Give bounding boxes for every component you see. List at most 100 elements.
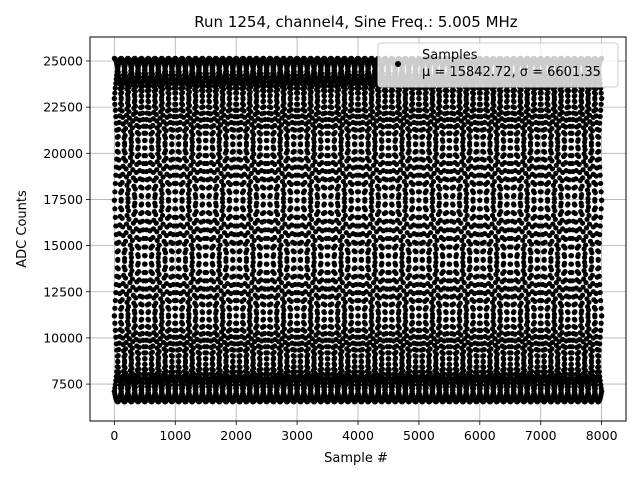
data-point xyxy=(554,251,560,257)
data-point xyxy=(219,311,226,317)
data-point xyxy=(148,356,154,362)
data-point xyxy=(429,204,435,210)
data-point xyxy=(224,368,230,374)
data-point xyxy=(247,89,253,95)
data-point xyxy=(157,225,163,231)
data-point xyxy=(366,125,372,132)
data-point xyxy=(362,95,368,101)
data-point xyxy=(578,310,584,316)
data-point xyxy=(250,147,256,153)
data-point xyxy=(544,100,550,107)
data-point xyxy=(403,319,409,325)
data-point xyxy=(331,350,337,357)
data-point xyxy=(399,251,405,257)
data-point xyxy=(578,303,584,309)
data-point xyxy=(296,76,302,82)
data-point xyxy=(211,372,217,378)
data-point xyxy=(245,119,251,125)
data-point xyxy=(309,225,315,231)
data-point xyxy=(598,107,604,113)
data-point xyxy=(311,139,317,145)
data-point xyxy=(126,84,132,90)
data-point xyxy=(437,88,443,95)
data-point xyxy=(430,89,436,95)
data-point xyxy=(305,133,311,139)
data-point xyxy=(549,125,555,132)
data-point xyxy=(426,140,432,146)
data-point xyxy=(557,111,563,118)
data-point xyxy=(310,233,316,240)
data-point xyxy=(367,112,373,118)
data-point xyxy=(281,319,287,325)
data-point xyxy=(187,84,193,90)
data-point xyxy=(433,139,439,145)
data-point xyxy=(272,372,278,378)
data-point xyxy=(194,83,200,90)
data-point xyxy=(126,225,133,231)
data-point xyxy=(597,114,603,120)
data-point xyxy=(465,333,471,339)
data-point xyxy=(361,100,367,107)
data-point xyxy=(208,344,214,351)
data-point xyxy=(580,332,586,338)
data-point xyxy=(282,174,288,180)
data-point xyxy=(460,254,466,261)
data-point xyxy=(189,139,195,145)
data-point xyxy=(187,225,193,231)
data-point xyxy=(191,111,197,118)
data-point xyxy=(250,251,256,257)
data-point xyxy=(278,233,285,240)
data-point xyxy=(551,100,557,106)
data-point xyxy=(117,106,123,113)
data-point xyxy=(585,199,591,205)
data-point xyxy=(314,99,320,105)
data-point xyxy=(460,263,466,269)
data-point xyxy=(158,296,164,302)
data-point xyxy=(187,170,193,176)
data-point xyxy=(582,251,588,257)
data-point xyxy=(219,199,226,205)
data-point xyxy=(277,357,283,363)
data-point xyxy=(492,225,498,231)
data-point xyxy=(217,263,223,269)
data-point xyxy=(517,303,523,309)
data-point xyxy=(581,246,587,252)
data-point xyxy=(192,105,198,111)
data-point xyxy=(184,119,190,125)
data-point xyxy=(524,304,530,310)
data-point xyxy=(253,105,259,111)
data-point xyxy=(154,276,160,282)
data-point xyxy=(252,111,258,118)
data-point xyxy=(337,237,343,243)
data-point xyxy=(525,326,531,332)
data-point xyxy=(374,105,381,111)
data-point xyxy=(493,147,499,153)
data-point xyxy=(308,199,314,205)
data-point xyxy=(312,125,318,131)
data-point xyxy=(188,162,194,168)
data-point xyxy=(337,351,344,357)
data-point xyxy=(555,132,561,138)
data-point xyxy=(179,100,185,107)
data-point xyxy=(489,212,496,219)
data-point xyxy=(551,204,557,210)
data-point xyxy=(514,362,520,368)
data-point xyxy=(130,118,136,124)
data-point xyxy=(457,318,463,324)
data-point xyxy=(190,132,196,138)
data-point xyxy=(249,154,255,160)
data-point xyxy=(128,147,134,153)
data-point xyxy=(429,195,436,201)
data-point xyxy=(122,133,128,139)
data-point xyxy=(464,326,470,332)
data-point xyxy=(240,89,247,96)
data-point xyxy=(152,310,158,316)
data-point xyxy=(132,88,138,95)
data-point xyxy=(497,99,503,105)
data-point xyxy=(159,199,165,205)
data-point xyxy=(550,174,556,180)
data-point xyxy=(124,106,130,112)
data-point xyxy=(128,139,135,145)
data-point xyxy=(276,237,282,243)
data-point xyxy=(371,147,378,153)
